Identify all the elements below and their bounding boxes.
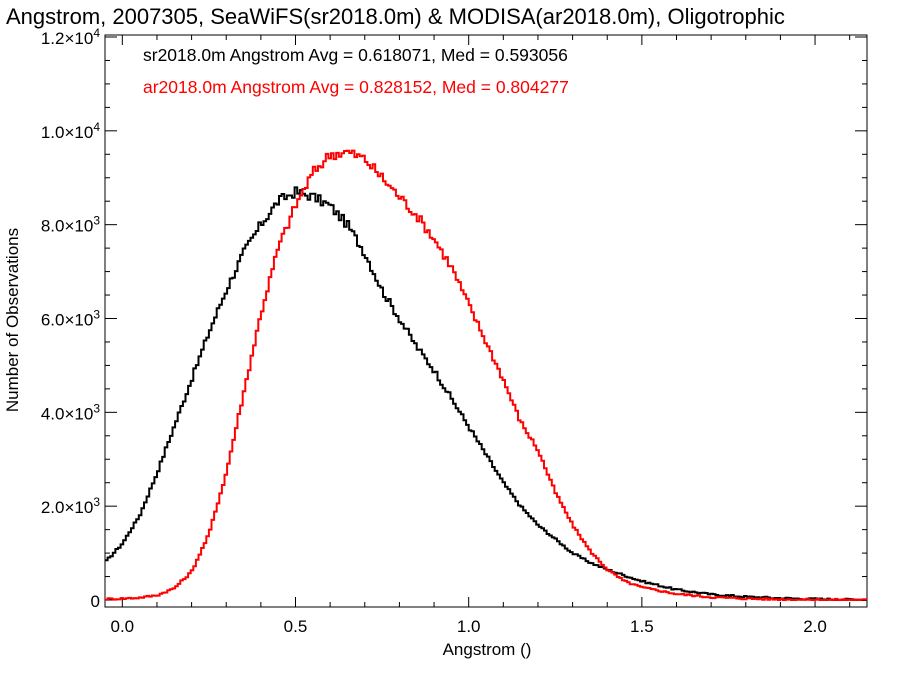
series-line-ar2018-0m (105, 149, 868, 601)
y-tick-label: 1.0×104 (41, 120, 100, 142)
y-tick-label: 0 (91, 592, 100, 611)
ticks: 0.0 0.5 1.0 1.5 2.0 0 2.0×103 4.0×103 6.0×103 8.0… (41, 26, 867, 636)
axes (104, 34, 868, 608)
series-line-sr2018-0m (105, 186, 868, 601)
y-axis-label: Number of Observations (3, 228, 22, 412)
legend-entry-ar2018: ar2018.0m Angstrom Avg = 0.828152, Med =… (143, 77, 569, 97)
legend: sr2018.0m Angstrom Avg = 0.618071, Med =… (143, 45, 569, 97)
legend-entry-sr2018: sr2018.0m Angstrom Avg = 0.618071, Med =… (143, 45, 568, 65)
x-axis-label: Angstrom () (443, 640, 532, 659)
y-tick-label: 6.0×103 (41, 308, 100, 330)
x-tick-label: 1.0 (457, 617, 481, 636)
y-tick-label: 4.0×103 (41, 401, 100, 423)
x-tick-label: 2.0 (803, 617, 827, 636)
series-layer (105, 149, 868, 601)
chart-title: Angstrom, 2007305, SeaWiFS(sr2018.0m) & … (6, 4, 785, 29)
x-tick-label: 0.5 (284, 617, 308, 636)
y-tick-label: 1.2×104 (41, 26, 100, 48)
y-tick-label: 2.0×103 (41, 495, 100, 517)
x-tick-label: 0.0 (110, 617, 134, 636)
x-tick-label: 1.5 (630, 617, 654, 636)
plot-frame (104, 34, 868, 608)
y-tick-label: 8.0×103 (41, 214, 100, 236)
